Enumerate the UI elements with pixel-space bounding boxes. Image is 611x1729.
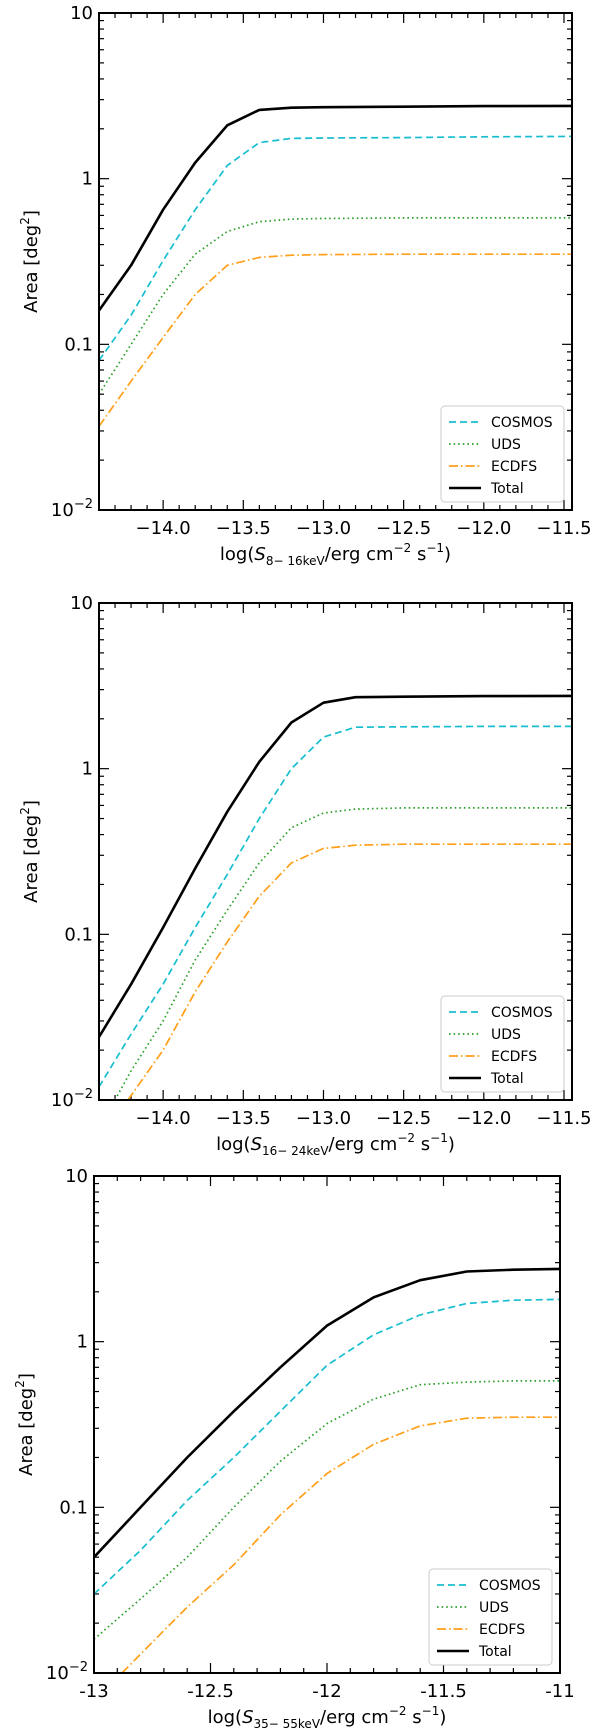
legend-label: UDS — [491, 437, 521, 453]
legend-box — [440, 995, 565, 1093]
chart-panel-2: −14.0 −13.5 −13.0 −12.5 −12.0 −11.5 10 1 0.1 10−2… — [18, 593, 592, 1158]
x-axis-label: log(S16− 24keV/erg cm−2 s−1) — [216, 1131, 455, 1158]
y-tick-label: 1 — [82, 759, 93, 780]
chart-panel-3: -13 -12.5 -12 -11.5 -11 10 1 0.1 10−2 COSMOS UDS EC… — [13, 1166, 575, 1729]
legend-label: UDS — [491, 1027, 521, 1043]
y-tick-label: 1 — [82, 169, 93, 190]
x-axis-label: log(S35− 55keV/erg cm−2 s−1) — [208, 1704, 447, 1729]
y-tick-label: 10 — [70, 3, 93, 24]
x-tick-label: −14.0 — [136, 518, 191, 539]
x-axis-label: log(S8− 16keV/erg cm−2 s−1) — [220, 541, 451, 568]
chart-panel-1: −14.0 −13.5 −13.0 −12.5 −12.0 −11.5 10 1 0.1 10−2… — [18, 3, 592, 568]
series-line-cosmos — [99, 725, 572, 1088]
legend-label: ECDFS — [491, 1049, 537, 1065]
series-line-uds — [94, 1380, 560, 1640]
y-axis-label: Area [deg2] — [18, 800, 42, 903]
series-line-cosmos — [94, 1298, 560, 1595]
x-tick-label: −12.0 — [456, 518, 511, 539]
y-tick-label: 10−2 — [46, 1660, 88, 1684]
x-tick-label: −12.0 — [456, 1108, 511, 1129]
legend-box — [428, 1568, 553, 1666]
x-tick-label: -11 — [545, 1681, 574, 1702]
legend-box — [440, 405, 565, 503]
plot-frame — [98, 12, 573, 511]
series-line-uds — [99, 217, 572, 395]
x-tick-label: −14.0 — [136, 1108, 191, 1129]
series-group — [94, 1267, 560, 1673]
legend-label: COSMOS — [491, 1005, 553, 1021]
y-tick-label: 10 — [70, 593, 93, 614]
legend-label: COSMOS — [491, 415, 553, 431]
y-tick-label: 0.1 — [64, 924, 93, 945]
series-group — [99, 694, 572, 1100]
y-tick-label: 10 — [65, 1166, 88, 1187]
y-tick-label: 1 — [77, 1332, 88, 1353]
series-line-ecdfs — [121, 1416, 560, 1673]
y-tick-label: 10−2 — [51, 1087, 93, 1111]
legend-label: Total — [490, 481, 524, 497]
y-tick-label: 0.1 — [59, 1497, 88, 1518]
y-tick-label: 0.1 — [64, 334, 93, 355]
x-tick-label: -12 — [312, 1681, 341, 1702]
series-line-total — [99, 104, 572, 312]
x-tick-label: −12.5 — [376, 1108, 431, 1129]
x-tick-label: -12.5 — [187, 1681, 234, 1702]
y-axis-label: Area [deg2] — [13, 1373, 37, 1476]
series-line-cosmos — [99, 135, 572, 361]
legend-label: ECDFS — [479, 1622, 525, 1638]
x-tick-label: −13.5 — [216, 1108, 271, 1129]
series-line-total — [94, 1267, 560, 1559]
series-line-total — [99, 694, 572, 1038]
plot-frame — [98, 602, 573, 1101]
legend-label: Total — [478, 1644, 512, 1660]
series-line-ecdfs — [127, 843, 572, 1100]
y-axis-label: Area [deg2] — [18, 210, 42, 313]
series-group — [99, 104, 572, 427]
x-tick-label: −12.5 — [376, 518, 431, 539]
x-tick-label: -11.5 — [420, 1681, 467, 1702]
x-tick-label: −11.5 — [536, 1108, 591, 1129]
y-tick-label: 10−2 — [51, 497, 93, 521]
x-tick-label: −13.0 — [296, 518, 351, 539]
legend-label: Total — [490, 1071, 524, 1087]
x-tick-label: −13.0 — [296, 1108, 351, 1129]
plot-frame — [93, 1175, 561, 1674]
legend-label: ECDFS — [491, 459, 537, 475]
x-tick-label: −11.5 — [536, 518, 591, 539]
series-line-ecdfs — [99, 253, 572, 427]
x-tick-label: −13.5 — [216, 518, 271, 539]
legend-label: UDS — [479, 1600, 509, 1616]
legend-label: COSMOS — [479, 1578, 541, 1594]
x-tick-label: -13 — [79, 1681, 108, 1702]
